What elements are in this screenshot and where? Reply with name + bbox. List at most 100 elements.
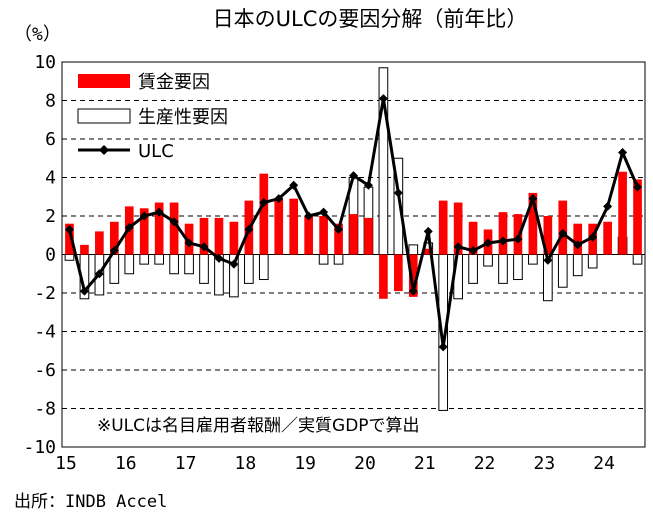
y-tick-label: -10 [23,437,56,458]
ulc-point [528,194,538,204]
ulc-point [304,211,314,221]
productivity-bar [199,254,209,284]
wage-bar [379,254,388,299]
wage-bar [289,198,299,255]
ulc-point [438,342,448,352]
wage-bar [319,216,328,255]
productivity-bar [483,254,493,267]
ulc-point [408,286,418,296]
ulc-point [154,207,164,217]
y-tick-label: -4 [34,322,56,343]
ulc-point [378,94,388,104]
productivity-bar [64,254,75,261]
ulc-point [319,207,329,217]
ulc-point [139,211,149,221]
y-tick-label: 8 [45,91,56,112]
ulc-point [244,224,254,234]
productivity-bar [318,254,329,265]
x-tick-label: 24 [593,453,615,474]
productivity-bar [513,254,523,281]
wage-bar [453,202,463,255]
wage-bar [274,198,284,255]
x-tick-label: 20 [354,453,376,474]
legend-label-wage: 賃金要因 [138,72,210,93]
wage-bar [214,217,224,255]
legend-marker-ulc [99,145,109,155]
productivity-bar [468,254,478,284]
ulc-point [363,180,373,190]
wage-bar [633,179,642,255]
productivity-bar [632,254,643,265]
productivity-bar [572,254,583,277]
productivity-bar [587,254,598,269]
ulc-line-layer [64,94,643,352]
chart-title: 日本のULCの要因分解（前年比） [213,7,528,31]
ulc-point [259,198,269,208]
wage-bar [65,223,74,255]
ulc-point [334,224,344,234]
ulc-point [543,255,553,265]
legend-label-productivity: 生産性要因 [138,107,228,128]
productivity-bar [557,254,568,288]
wage-bar [80,244,89,255]
x-axis: 15 16 17 18 19 20 21 22 23 24 [55,453,615,474]
productivity-bar [244,254,254,284]
ulc-point [468,246,478,256]
productivity-bar [258,254,269,281]
source-text: 出所：INDB Accel [14,492,167,512]
wage-bar [394,254,403,292]
wage-bar [573,223,583,255]
ulc-point [588,232,598,242]
ulc-point [274,194,284,204]
wage-bar [304,216,313,255]
wage-bar [139,208,149,255]
x-tick-label: 22 [474,453,496,474]
ulc-point [109,246,119,256]
ulc-point [64,224,74,234]
legend-swatch-productivity [77,108,131,124]
y-unit-label: （%） [14,24,61,45]
wage-bar [95,231,104,255]
ulc-point [94,269,104,279]
chart-note: ※ULCは名目雇用者報酬／実質GDPで算出 [97,416,420,436]
productivity-bar [154,254,165,265]
wage-bar [438,200,448,255]
wage-bar [468,221,478,255]
wage-bar [229,221,239,255]
productivity-bar [124,254,135,275]
ulc-point [124,223,134,233]
ulc-point [289,180,299,190]
ulc-point [393,188,403,198]
ulc-point [558,228,568,238]
x-tick-label: 23 [534,453,556,474]
wage-bar [334,223,343,255]
ulc-point [349,171,358,181]
wage-bar [199,217,209,255]
x-tick-label: 16 [115,453,137,474]
ulc-point [214,253,224,263]
productivity-bar [408,244,419,255]
ulc-point [573,240,583,250]
wage-bar [408,254,418,297]
wage-bar [154,202,164,255]
ulc-point [169,217,179,227]
ulc-point [513,234,523,244]
wage-bar [423,248,433,255]
wage-bar [364,217,373,255]
y-tick-label: 2 [45,206,56,227]
ulc-point [79,286,89,296]
legend-swatch-wage [78,74,130,88]
y-tick-label: -6 [34,360,56,381]
y-tick-label: -2 [34,283,56,304]
x-tick-label: 17 [175,453,197,474]
wage-bar [558,200,568,255]
wage-bar [498,212,508,255]
ulc-point [618,147,628,157]
ulc-point [229,259,239,269]
productivity-bar [498,254,508,284]
productivity-bar [333,254,344,265]
productivity-bar [184,254,194,275]
ulc-point [199,242,209,252]
ulc-point [603,201,613,211]
